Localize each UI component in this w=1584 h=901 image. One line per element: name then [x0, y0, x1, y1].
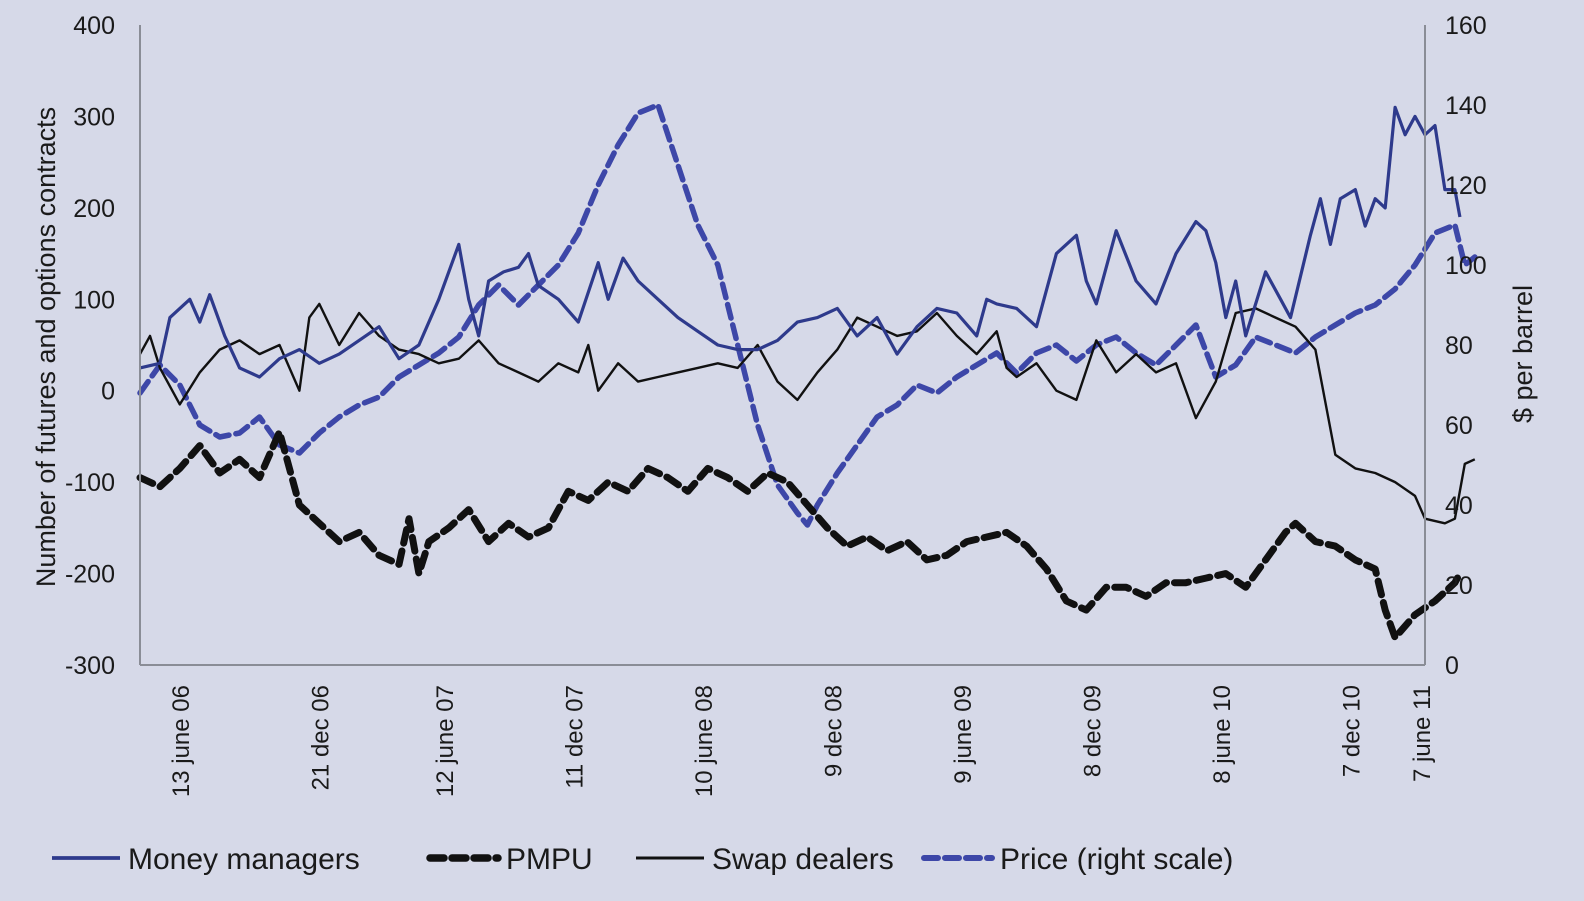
y2-tick-label: 0 — [1445, 652, 1459, 680]
legend-label: Price (right scale) — [1000, 843, 1233, 876]
y2-tick-label: 20 — [1445, 572, 1473, 600]
y2-tick-label: 120 — [1445, 172, 1487, 200]
legend-label: PMPU — [506, 843, 593, 876]
y2-tick-label: 60 — [1445, 412, 1473, 440]
legend-label: Swap dealers — [712, 843, 894, 876]
y-tick-label: -300 — [65, 652, 115, 680]
x-tick-label: 12 june 07 — [432, 685, 459, 797]
x-tick-label: 7 dec 10 — [1338, 685, 1365, 777]
y-tick-label: 0 — [101, 378, 115, 406]
legend: Money managers PMPU Swap dealers Price (rig… — [52, 843, 1233, 876]
x-tick-label: 9 dec 08 — [820, 685, 847, 777]
x-tick-label: 11 dec 07 — [561, 685, 588, 789]
x-tick-label: 7 june 11 — [1409, 685, 1436, 782]
y-tick-label: -200 — [65, 561, 115, 589]
y2-tick-label: 80 — [1445, 332, 1473, 360]
series-line-pmpu — [136, 428, 1464, 642]
series-line-swap-dealers — [138, 302, 1476, 525]
y2-tick-label: 140 — [1445, 92, 1487, 120]
series-line-price-right-scale — [137, 102, 1478, 528]
y-axis-label: Number of futures and options contracts — [31, 107, 61, 587]
y-tick-label: 100 — [73, 286, 115, 314]
x-tick-label: 21 dec 06 — [307, 685, 334, 790]
y-tick-label: 300 — [73, 103, 115, 131]
x-tick-label: 13 june 06 — [168, 685, 195, 797]
x-tick-label: 8 dec 09 — [1079, 685, 1106, 777]
y-tick-label: 400 — [73, 12, 115, 40]
y-tick-label: 200 — [73, 195, 115, 223]
series-line-money-managers — [139, 105, 1462, 379]
x-tick-label: 10 june 08 — [691, 685, 718, 797]
axes-layer: -300 -200 -100 0 100 200 300 400 0 20 40 60 80 100 120… — [65, 12, 1487, 797]
y2-axis-label: $ per barrel — [1508, 285, 1538, 423]
x-tick-label: 9 june 09 — [950, 685, 977, 784]
y2-tick-label: 100 — [1445, 252, 1487, 280]
series-layer — [136, 102, 1478, 642]
y-tick-label: -100 — [65, 469, 115, 497]
x-tick-label: 8 june 10 — [1209, 685, 1236, 784]
legend-label: Money managers — [128, 843, 360, 876]
y2-tick-label: 160 — [1445, 12, 1487, 40]
y2-tick-label: 40 — [1445, 492, 1473, 520]
